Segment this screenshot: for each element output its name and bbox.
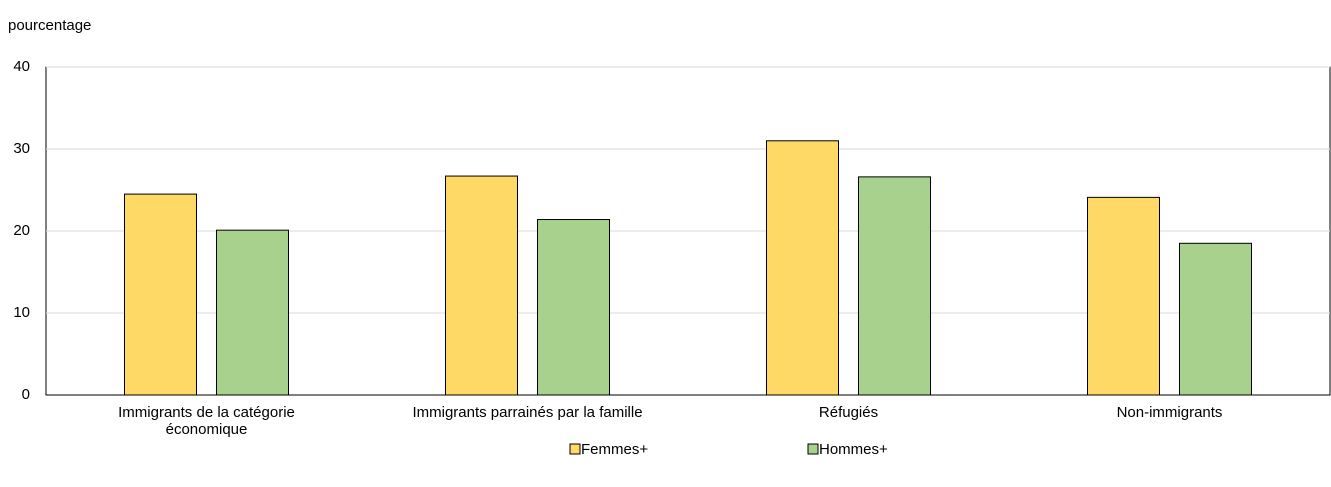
bar: [216, 229, 289, 396]
bar: [766, 140, 839, 396]
x-tick-label: Immigrants parrainés par la famille: [412, 404, 643, 421]
bar: [1087, 196, 1160, 396]
y-tick-label: 40: [13, 58, 30, 75]
x-tick-label: Immigrants de la catégorie économique: [118, 404, 295, 438]
x-tick-label: Non-immigrants: [1116, 404, 1223, 421]
y-tick-label: 10: [13, 304, 30, 321]
bar: [445, 175, 518, 396]
y-axis-label: pourcentage: [8, 17, 91, 34]
bar: [858, 176, 931, 396]
y-tick-label: 30: [13, 140, 30, 157]
bar: [537, 219, 610, 396]
x-tick-label: Réfugiés: [818, 404, 879, 421]
y-tick-label: 20: [13, 222, 30, 239]
bar: [1179, 242, 1252, 396]
legend-swatch: [569, 443, 581, 455]
legend-label: Femmes+: [581, 441, 648, 458]
legend-label: Hommes+: [819, 441, 888, 458]
legend-swatch: [807, 443, 819, 455]
y-tick-label: 0: [22, 386, 30, 403]
bar: [124, 193, 197, 396]
